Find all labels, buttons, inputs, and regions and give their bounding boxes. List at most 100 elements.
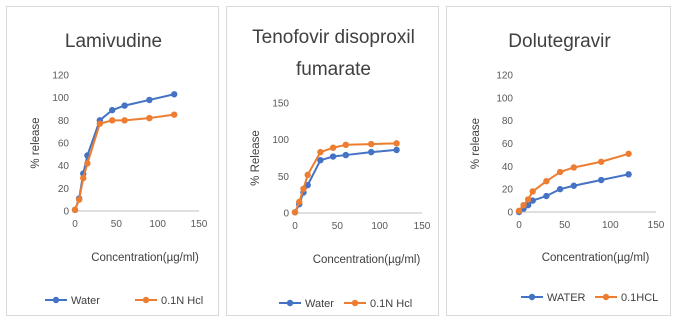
legend-entry: 0.1N Hcl (161, 295, 203, 307)
y-tick-label: 50 (278, 172, 290, 183)
data-point (598, 158, 605, 165)
data-point (75, 196, 83, 203)
x-tick-label: 50 (559, 220, 571, 231)
y-tick-label: 120 (496, 71, 513, 82)
x-tick-label: 0 (516, 220, 522, 231)
data-point (515, 207, 523, 215)
x-tick-label: 100 (149, 219, 166, 230)
x-tick-label: 150 (191, 219, 208, 230)
y-tick-label: 100 (272, 135, 289, 146)
data-point (146, 96, 153, 104)
data-point (342, 151, 349, 159)
chart-title: Lamivudine (65, 31, 162, 52)
chart-svg-1: Tenofovir disoproxil fumarate 0 50 100 150 0 50… (250, 27, 431, 310)
legend-entry: 0.1HCL (621, 292, 658, 304)
data-point (171, 111, 178, 118)
data-point (625, 171, 632, 178)
data-point (368, 140, 375, 148)
y-tick-label: 100 (496, 93, 513, 104)
x-axis-label: Concentration(µg/ml) (313, 254, 421, 266)
data-point (109, 117, 116, 124)
data-point (393, 146, 400, 154)
y-tick-label: 60 (502, 139, 514, 150)
data-point (524, 196, 532, 203)
data-point (317, 148, 324, 156)
data-point (121, 117, 128, 124)
x-tick-label: 100 (371, 221, 388, 232)
x-tick-label: 150 (648, 220, 665, 231)
x-tick-label: 0 (292, 221, 298, 232)
y-tick-label: 20 (58, 184, 70, 195)
data-point (329, 153, 337, 160)
chart-title: Dolutegravir (508, 31, 611, 52)
y-axis-label: % release (30, 117, 42, 168)
chart-panel-tenofovir: Tenofovir disoproxil fumarate 0 50 100 150 0 50… (226, 6, 439, 316)
y-tick-label: 40 (502, 162, 514, 173)
legend-marker (286, 299, 294, 307)
y-tick-label: 20 (502, 185, 514, 196)
legend-marker (351, 299, 359, 307)
x-tick-label: 50 (111, 219, 123, 230)
data-point (570, 164, 577, 171)
legend-marker (602, 293, 610, 301)
x-axis-label: Concentration(µg/ml) (91, 252, 199, 264)
y-tick-label: 40 (58, 161, 70, 172)
data-point (543, 192, 550, 200)
legend-entry: 0.1N Hcl (370, 298, 412, 310)
y-tick-label: 150 (272, 99, 289, 110)
data-point (529, 188, 536, 195)
data-point (304, 171, 311, 179)
y-tick-label: 120 (52, 71, 69, 82)
y-axis-label: % Release (250, 130, 262, 186)
data-point (71, 206, 79, 214)
x-tick-label: 150 (414, 221, 431, 232)
data-point (121, 102, 128, 109)
series-line-0 (74, 93, 175, 211)
legend-marker (142, 296, 150, 304)
data-point (171, 91, 178, 98)
y-tick-label: 60 (58, 139, 70, 150)
data-point (291, 209, 299, 216)
data-point (556, 185, 564, 193)
data-point (556, 168, 564, 176)
y-tick-label: 80 (58, 116, 70, 127)
series-line-0 (518, 173, 629, 213)
y-tick-label: 0 (63, 207, 69, 218)
data-point (300, 185, 307, 192)
data-point (520, 201, 527, 209)
legend-entry: Water (71, 295, 100, 307)
data-point (96, 120, 104, 127)
data-point (625, 150, 632, 157)
x-axis-label: Concentration(µg/ml) (542, 252, 650, 264)
data-point (598, 176, 605, 184)
chart-title: Tenofovir disoproxil (252, 27, 415, 48)
chart-panel-lamivudine: Lamivudine 0 20 40 60 80 100 120 0 50 100 150 % rele… (6, 6, 219, 316)
legend-marker (52, 296, 60, 304)
x-tick-label: 0 (72, 219, 78, 230)
data-point (146, 114, 153, 122)
y-tick-label: 80 (502, 116, 514, 127)
chart-svg-0: Lamivudine 0 20 40 60 80 100 120 0 50 100 150 % rele… (30, 31, 208, 307)
data-point (524, 201, 532, 209)
legend-entry: Water (305, 298, 334, 310)
data-point (329, 144, 337, 151)
data-point (393, 140, 400, 147)
data-point (570, 182, 577, 189)
data-point (342, 141, 349, 148)
data-point (317, 157, 324, 164)
series-line-1 (518, 152, 629, 212)
chart-svg-2: Dolutegravir 0 20 40 60 80 100 120 0 50 100 150 % re… (470, 31, 665, 304)
legend-marker (528, 293, 536, 301)
x-tick-label: 50 (332, 221, 344, 232)
data-point (84, 160, 91, 167)
chart-title: fumarate (296, 59, 371, 80)
legend-entry: WATER (547, 292, 586, 304)
data-point (543, 177, 550, 185)
x-tick-label: 100 (602, 220, 619, 231)
data-point (296, 198, 303, 206)
series-line-0 (294, 148, 397, 213)
y-tick-label: 0 (507, 208, 513, 219)
data-point (109, 106, 116, 114)
data-point (80, 174, 87, 182)
y-tick-label: 0 (283, 209, 289, 220)
